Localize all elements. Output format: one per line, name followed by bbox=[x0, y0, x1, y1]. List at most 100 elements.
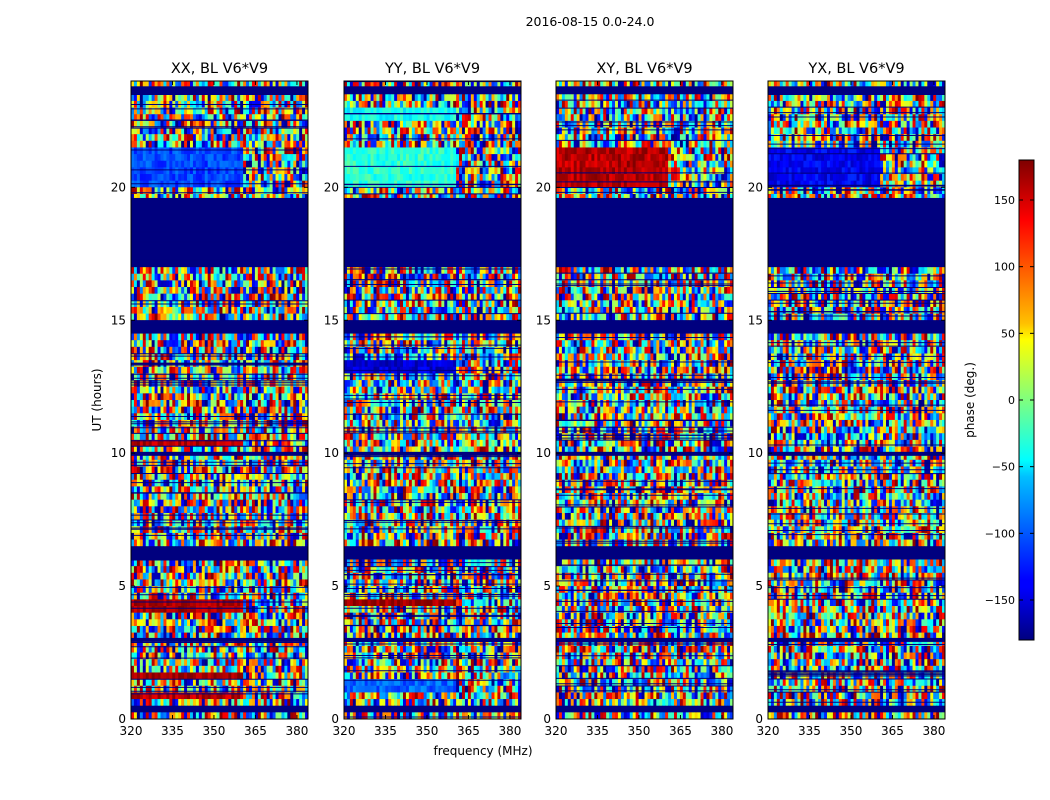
heatmap-cell bbox=[161, 307, 164, 314]
heatmap-cell bbox=[299, 94, 302, 101]
heatmap-cell bbox=[287, 267, 290, 274]
heatmap-cell bbox=[255, 267, 258, 274]
heatmap-cell bbox=[149, 187, 152, 194]
heatmap-cell bbox=[237, 294, 240, 301]
heatmap-cell bbox=[214, 287, 217, 294]
heatmap-cell bbox=[270, 134, 273, 141]
heatmap-cell bbox=[146, 187, 149, 194]
heatmap-cell bbox=[161, 314, 164, 321]
heatmap-cell bbox=[149, 314, 152, 321]
heatmap-cell bbox=[252, 161, 255, 168]
heatmap-cell bbox=[205, 307, 208, 314]
heatmap-cell bbox=[249, 161, 252, 168]
heatmap-cell bbox=[293, 267, 296, 274]
heatmap-cell bbox=[155, 294, 158, 301]
heatmap-cell bbox=[149, 294, 152, 301]
heatmap-cell bbox=[166, 94, 169, 101]
heatmap-cell bbox=[178, 307, 181, 314]
heatmap-cell bbox=[237, 274, 240, 281]
heatmap-cell bbox=[190, 161, 193, 168]
heatmap-cell bbox=[193, 314, 196, 321]
heatmap-cell bbox=[131, 167, 134, 174]
heatmap-cell bbox=[190, 174, 193, 181]
heatmap-cell bbox=[228, 167, 231, 174]
heatmap-cell bbox=[255, 134, 258, 141]
heatmap-cell bbox=[261, 307, 264, 314]
heatmap-cell bbox=[146, 141, 149, 148]
heatmap-cell bbox=[155, 307, 158, 314]
heatmap-cell bbox=[161, 147, 164, 154]
heatmap-cell bbox=[240, 147, 243, 154]
heatmap-cell bbox=[208, 147, 211, 154]
heatmap-cell bbox=[290, 167, 293, 174]
heatmap-cell bbox=[161, 167, 164, 174]
heatmap-cell bbox=[134, 274, 137, 281]
heatmap-cell bbox=[284, 94, 287, 101]
heatmap-cell bbox=[196, 174, 199, 181]
heatmap-cell bbox=[246, 167, 249, 174]
heatmap-cell bbox=[296, 294, 299, 301]
heatmap-cell bbox=[296, 287, 299, 294]
heatmap-cell bbox=[249, 147, 252, 154]
heatmap-cell bbox=[175, 307, 178, 314]
heatmap-cell bbox=[211, 94, 214, 101]
heatmap-cell bbox=[240, 307, 243, 314]
heatmap-cell bbox=[181, 141, 184, 148]
heatmap-cell bbox=[284, 280, 287, 287]
heatmap-cell bbox=[240, 167, 243, 174]
heatmap-cell bbox=[155, 187, 158, 194]
heatmap-cell bbox=[258, 280, 261, 287]
heatmap-cell bbox=[281, 174, 284, 181]
heatmap-cell bbox=[137, 134, 140, 141]
heatmap-cell bbox=[284, 187, 287, 194]
heatmap-cell bbox=[202, 280, 205, 287]
heatmap-cell bbox=[163, 280, 166, 287]
heatmap-cell bbox=[158, 307, 161, 314]
heatmap-cell bbox=[270, 141, 273, 148]
heatmap-cell bbox=[149, 161, 152, 168]
heatmap-cell bbox=[240, 141, 243, 148]
heatmap-cell bbox=[243, 94, 246, 101]
heatmap-cell bbox=[243, 274, 246, 281]
heatmap-cell bbox=[214, 134, 217, 141]
heatmap-cell bbox=[140, 147, 143, 154]
heatmap-cell bbox=[220, 280, 223, 287]
heatmap-cell bbox=[181, 287, 184, 294]
heatmap-cell bbox=[190, 147, 193, 154]
heatmap-cell bbox=[161, 154, 164, 161]
heatmap-cell bbox=[190, 187, 193, 194]
heatmap-cell bbox=[237, 267, 240, 274]
heatmap-cell bbox=[196, 314, 199, 321]
heatmap-cell bbox=[169, 307, 172, 314]
heatmap-cell bbox=[199, 187, 202, 194]
heatmap-cell bbox=[296, 154, 299, 161]
heatmap-cell bbox=[155, 94, 158, 101]
heatmap-cell bbox=[279, 267, 282, 274]
heatmap-cell bbox=[205, 280, 208, 287]
heatmap-cell bbox=[184, 307, 187, 314]
heatmap-cell bbox=[166, 267, 169, 274]
heatmap-cell bbox=[140, 287, 143, 294]
heatmap-cell bbox=[234, 294, 237, 301]
heatmap-cell bbox=[184, 174, 187, 181]
heatmap-cell bbox=[243, 141, 246, 148]
heatmap-cell bbox=[131, 147, 134, 154]
heatmap-cell bbox=[161, 161, 164, 168]
heatmap-cell bbox=[231, 267, 234, 274]
heatmap-cell bbox=[190, 167, 193, 174]
heatmap-cell bbox=[131, 154, 134, 161]
heatmap-cell bbox=[255, 154, 258, 161]
heatmap-cell bbox=[234, 274, 237, 281]
heatmap-cell bbox=[161, 187, 164, 194]
heatmap-cell bbox=[166, 154, 169, 161]
heatmap-cell bbox=[155, 154, 158, 161]
heatmap-cell bbox=[161, 134, 164, 141]
heatmap-cell bbox=[225, 287, 228, 294]
heatmap-cell bbox=[166, 314, 169, 321]
heatmap-cell bbox=[293, 280, 296, 287]
heatmap-cell bbox=[276, 154, 279, 161]
heatmap-cell bbox=[258, 267, 261, 274]
heatmap-cell bbox=[255, 141, 258, 148]
heatmap-cell bbox=[211, 187, 214, 194]
heatmap-cell bbox=[287, 294, 290, 301]
